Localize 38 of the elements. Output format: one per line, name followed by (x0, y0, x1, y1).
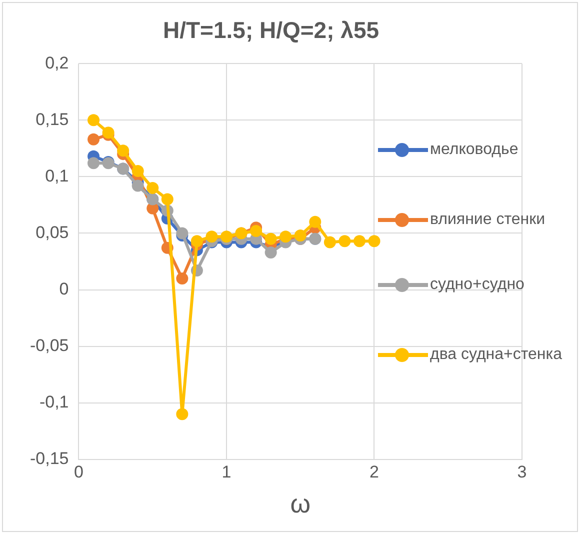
point (88, 114, 100, 126)
y-tick-label: -0,05 (30, 336, 69, 355)
legend-label: мелководье (430, 140, 518, 159)
point (88, 157, 100, 170)
point (294, 229, 306, 242)
x-axis-title: ω (290, 488, 311, 519)
legend-label: судно+судно (430, 275, 524, 294)
x-tick-label: 0 (74, 462, 84, 482)
x-tick-label: 3 (517, 462, 527, 482)
point (309, 216, 322, 228)
legend-label: влияние стенки (430, 210, 546, 229)
y-tick-label: 0,05 (36, 222, 69, 242)
point (176, 272, 188, 284)
y-tick-label: 0,15 (36, 110, 69, 129)
legend-label: два судна+стенка (430, 345, 562, 364)
point (132, 165, 144, 178)
point (176, 408, 188, 420)
y-tick-label: 0 (59, 279, 69, 298)
chart-title: H/T=1.5; H/Q=2; λ55 (162, 17, 380, 44)
y-tick-label: -0,1 (39, 392, 69, 412)
y-tick-label: 0,1 (45, 166, 69, 186)
point (264, 232, 277, 245)
point (190, 235, 203, 248)
point (132, 180, 144, 192)
point (250, 224, 262, 237)
point (88, 133, 100, 146)
point (264, 246, 277, 258)
point (117, 144, 130, 157)
x-tick-label: 1 (222, 462, 232, 482)
point (368, 235, 380, 248)
point (146, 182, 159, 194)
point (338, 235, 351, 248)
y-tick-label: 0,2 (45, 53, 69, 72)
point (161, 193, 174, 206)
y-tick-label: -0,15 (30, 449, 69, 468)
point (353, 235, 366, 248)
point (324, 236, 336, 248)
x-tick-label: 2 (370, 462, 379, 482)
